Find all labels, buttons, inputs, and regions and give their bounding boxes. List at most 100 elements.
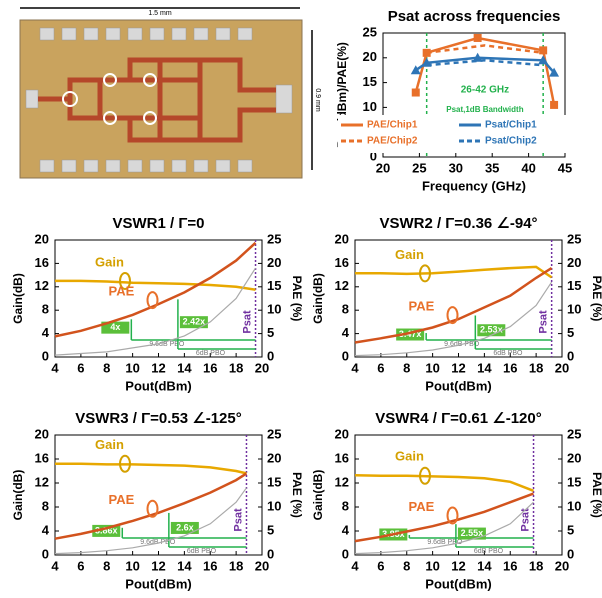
y-axis-label: Gain(dB) [11, 273, 25, 324]
chip-width: 1.5 mm [148, 10, 172, 17]
x-tick-label: 8 [403, 360, 410, 375]
x-tick-label: 18 [529, 558, 543, 573]
x-axis-label: Pout(dBm) [125, 576, 191, 591]
y-tick-label: 12 [35, 474, 49, 489]
x-tick-label: 12 [451, 558, 465, 573]
x-tick-label: 8 [103, 360, 110, 375]
y2-tick-label: 5 [567, 325, 574, 340]
y2-tick-label: 20 [267, 450, 281, 465]
x-tick-label: 14 [477, 360, 492, 375]
series-label: Gain [95, 254, 124, 269]
x-tick-label: 8 [403, 558, 410, 573]
x-tick-label: 16 [203, 360, 217, 375]
y2-tick-label: 0 [267, 348, 274, 363]
y-axis-label: Gain(dB) [311, 470, 325, 521]
series-label: Gain [95, 437, 124, 452]
y-tick-label: 20 [363, 49, 377, 64]
pbo-label: 6dB PBO [187, 548, 217, 555]
x-tick-label: 10 [125, 558, 139, 573]
y2-axis-label: PAE (%) [290, 472, 304, 518]
y-tick-label: 20 [35, 231, 49, 246]
y-tick-label: 16 [335, 450, 349, 465]
y-tick-label: 0 [42, 348, 49, 363]
y2-axis-label: PAE (%) [590, 276, 602, 322]
pbo-label: 9.6dB PBO [427, 539, 463, 546]
x-tick-label: 16 [503, 360, 517, 375]
x-tick-label: 10 [125, 360, 139, 375]
y2-tick-label: 25 [567, 231, 581, 246]
y2-tick-label: 5 [267, 325, 274, 340]
legend-label: PAE/Chip2 [367, 136, 418, 147]
chart-title: VSWR2 / Γ=0.36 ∠-94° [379, 215, 537, 232]
x-axis-label: Frequency (GHz) [422, 178, 526, 193]
x-tick-label: 4 [351, 558, 359, 573]
x-axis-label: Pout(dBm) [425, 576, 491, 591]
series-label: PAE [409, 299, 435, 314]
y-tick-label: 16 [35, 255, 49, 270]
y-tick-label: 4 [342, 522, 350, 537]
x-tick-label: 6 [77, 558, 84, 573]
y-tick-label: 0 [342, 348, 349, 363]
y2-tick-label: 25 [567, 426, 581, 441]
pbo-label: 6dB PBO [474, 548, 504, 555]
y-tick-label: 20 [35, 426, 49, 441]
x-tick-label: 12 [451, 360, 465, 375]
y2-tick-label: 20 [267, 255, 281, 270]
y2-tick-label: 25 [267, 231, 281, 246]
y2-tick-label: 5 [267, 522, 274, 537]
x-tick-label: 20 [376, 160, 390, 175]
x-tick-label: 18 [229, 558, 243, 573]
y-tick-label: 10 [363, 99, 377, 114]
y2-tick-label: 15 [567, 278, 581, 293]
y-tick-label: 12 [35, 278, 49, 293]
series-label: PAE [109, 284, 135, 299]
series-label: Gain [395, 247, 424, 262]
y-tick-label: 8 [42, 302, 49, 317]
x-tick-label: 6 [377, 360, 384, 375]
y2-axis-label: PAE (%) [590, 472, 602, 518]
x-tick-label: 10 [425, 360, 439, 375]
y-tick-label: 0 [42, 546, 49, 561]
y-tick-label: 8 [342, 302, 349, 317]
x-tick-label: 18 [529, 360, 543, 375]
y-tick-label: 25 [363, 24, 377, 39]
psat-label: Psat [232, 508, 244, 532]
x-tick-label: 16 [203, 558, 217, 573]
x-tick-label: 16 [503, 558, 517, 573]
x-tick-label: 12 [151, 558, 165, 573]
y-tick-label: 16 [35, 450, 49, 465]
marker [539, 46, 547, 54]
y-tick-label: 20 [335, 231, 349, 246]
x-tick-label: 12 [151, 360, 165, 375]
ratio-label: 2.53x [480, 325, 503, 335]
ratio-label: 4x [110, 322, 120, 332]
psat-label: Psat [241, 310, 253, 334]
chart-title: VSWR4 / Γ=0.61 ∠-120° [375, 410, 541, 427]
y-tick-label: 16 [335, 255, 349, 270]
y-tick-label: 8 [42, 498, 49, 513]
y2-tick-label: 20 [567, 450, 581, 465]
y2-tick-label: 0 [567, 546, 574, 561]
y-tick-label: 4 [342, 325, 350, 340]
y2-tick-label: 0 [567, 348, 574, 363]
chart-title: VSWR1 / Γ=0 [113, 215, 205, 232]
y2-tick-label: 10 [567, 498, 581, 513]
series-label: Gain [395, 449, 424, 464]
y-tick-label: 8 [342, 498, 349, 513]
y-tick-label: 20 [335, 426, 349, 441]
annotation: Psat,1dB Bandwidth [446, 105, 523, 114]
y-tick-label: 0 [342, 546, 349, 561]
x-tick-label: 45 [558, 160, 572, 175]
y-tick-label: 12 [335, 474, 349, 489]
series-label: PAE [109, 492, 135, 507]
x-tick-label: 4 [351, 360, 359, 375]
legend-label: Psat/Chip1 [485, 120, 537, 131]
ratio-label: 2.6x [176, 522, 194, 532]
y2-tick-label: 15 [267, 474, 281, 489]
pbo-label: 6dB PBO [493, 350, 523, 357]
y-tick-label: 4 [42, 325, 50, 340]
figure: 1.5 mm 0.9 mm Psat across frequenciesFre… [0, 0, 602, 593]
chart-title: Psat across frequencies [388, 8, 561, 25]
x-tick-label: 30 [449, 160, 463, 175]
x-tick-label: 10 [425, 558, 439, 573]
